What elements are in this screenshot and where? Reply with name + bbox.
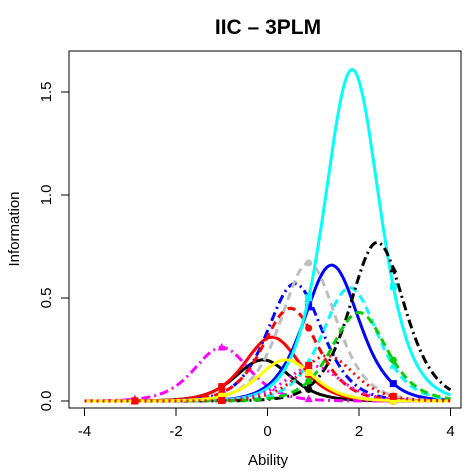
x-tick-label: 0 — [263, 423, 271, 440]
series-marker — [305, 294, 313, 302]
series-11 — [84, 310, 451, 405]
series-marker — [305, 259, 313, 267]
series-marker — [389, 397, 397, 405]
series-14 — [84, 354, 451, 405]
series-marker — [218, 396, 226, 404]
series-marker — [389, 356, 397, 364]
series-marker — [305, 377, 313, 385]
x-tick-label: -2 — [169, 423, 182, 440]
x-tick-label: 2 — [355, 423, 363, 440]
x-axis-label: Ability — [248, 452, 289, 469]
y-tick-label: 0.0 — [38, 391, 55, 412]
x-tick-label: -4 — [78, 423, 91, 440]
series-line — [84, 354, 451, 403]
y-axis-label: Information — [6, 191, 23, 266]
series-10 — [84, 240, 452, 404]
series-marker — [389, 283, 397, 291]
series-marker — [389, 361, 398, 369]
series-marker — [389, 264, 398, 273]
series-line — [84, 67, 451, 403]
series-marker — [304, 394, 313, 403]
y-tick-label: 0.5 — [38, 288, 55, 309]
chart-title: IIC – 3PLM — [215, 16, 321, 39]
series-marker — [131, 397, 139, 405]
series-marker — [305, 303, 313, 311]
series-marker — [304, 382, 313, 390]
series-marker — [218, 383, 226, 391]
plot-frame — [68, 50, 462, 409]
y-tick-label: 1.0 — [38, 185, 55, 206]
series-line — [84, 310, 451, 403]
series-marker — [389, 392, 397, 400]
series-marker — [389, 380, 397, 388]
series-marker — [305, 368, 313, 376]
series-line — [84, 286, 451, 403]
x-axis: -4 -2 0 2 4 — [78, 407, 455, 440]
y-tick-label: 1.5 — [38, 82, 55, 103]
series-marker — [217, 342, 226, 351]
series-marker — [218, 392, 226, 400]
x-tick-label: 4 — [446, 423, 454, 440]
series-layer — [84, 67, 452, 405]
series-line — [84, 240, 452, 403]
series-marker — [305, 324, 313, 332]
y-axis: 0.0 0.5 1.0 1.5 — [38, 82, 70, 412]
series-line — [84, 261, 451, 403]
series-marker — [305, 361, 313, 369]
